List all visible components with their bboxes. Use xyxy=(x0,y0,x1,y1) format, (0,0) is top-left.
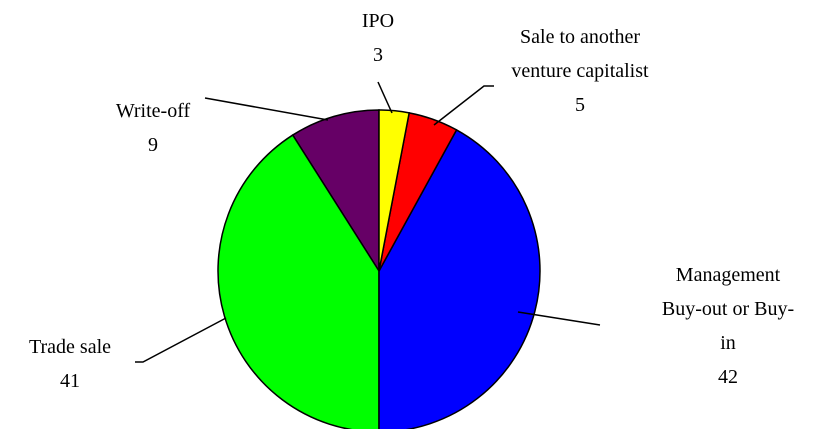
slice-label: IPO 3 xyxy=(338,4,418,72)
slice-label: Trade sale 41 xyxy=(0,330,140,398)
slice-label: Write-off 9 xyxy=(83,94,223,162)
slice-value: 42 xyxy=(718,366,738,388)
pie-slice xyxy=(378,109,411,272)
slice-name: Trade sale xyxy=(28,336,112,358)
slice-name: IPO xyxy=(361,10,395,32)
leader-line xyxy=(204,97,329,121)
leader-lines xyxy=(135,81,601,363)
slice-label: Management Buy-out or Buy-in 42 xyxy=(658,258,798,394)
pie-slice xyxy=(378,128,541,429)
slice-value: 9 xyxy=(148,134,158,156)
slice-value: 5 xyxy=(575,94,585,116)
leader-line xyxy=(517,311,601,326)
slice-label: Sale to another venture capitalist 5 xyxy=(510,20,650,122)
leader-line xyxy=(377,81,393,114)
slice-value: 3 xyxy=(373,44,383,66)
slice-name: Write-off xyxy=(115,100,191,122)
slice-name: Sale to another venture capitalist xyxy=(511,26,649,82)
pie-slice xyxy=(291,109,380,274)
leader-line xyxy=(433,85,494,126)
leader-line xyxy=(135,317,227,363)
slice-name: Management Buy-out or Buy-in xyxy=(661,264,795,354)
pie-slice xyxy=(217,134,380,429)
slice-value: 41 xyxy=(60,370,80,392)
